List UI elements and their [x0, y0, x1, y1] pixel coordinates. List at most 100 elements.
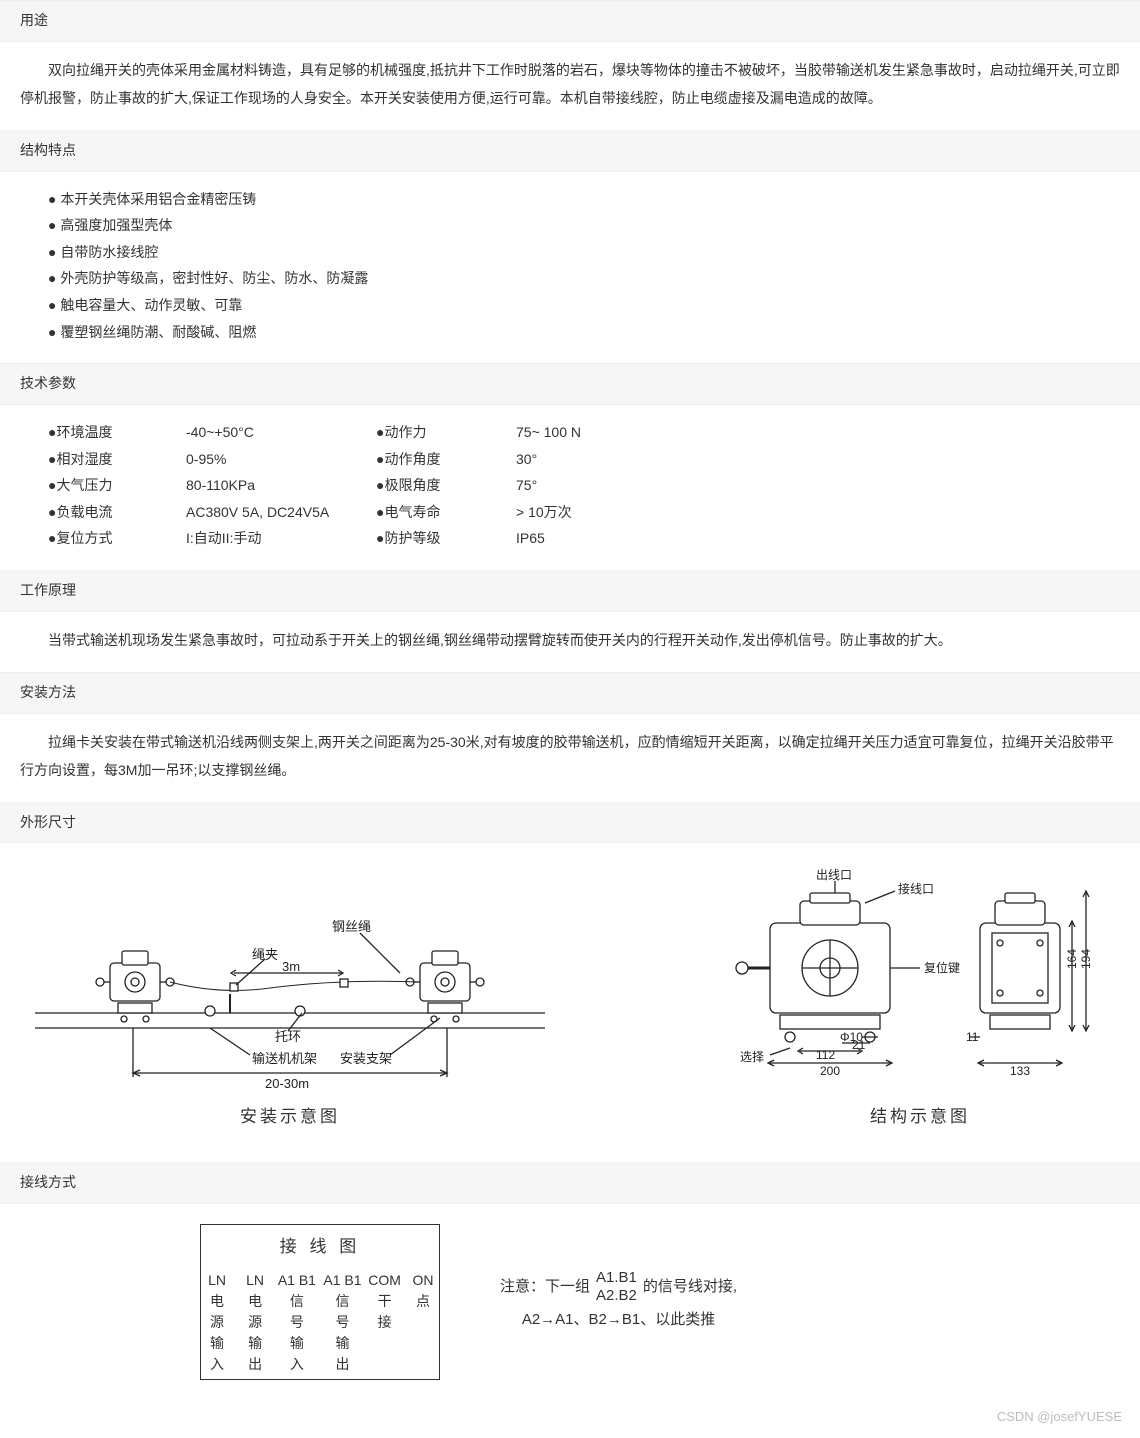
- dim-total: 200: [820, 1064, 840, 1078]
- spec-label: ●电气寿命: [376, 499, 516, 526]
- wiring-cell: 输: [239, 1333, 271, 1354]
- install-diagram-caption: 安装示意图: [20, 1103, 560, 1132]
- section-purpose-header: 用途: [0, 0, 1140, 42]
- label-outlet: 出线口: [816, 868, 852, 882]
- wiring-area: 接 线 图 LN 电 源 输 入 LN 电 源 输 出 A1 B1 信 号 输: [0, 1204, 1140, 1400]
- wiring-top: COM: [368, 1270, 401, 1291]
- feature-item: ● 高强度加强型壳体: [48, 212, 1120, 239]
- label-terminal: 接线口: [898, 881, 934, 896]
- wiring-note-line2: A2→A1、B2→B1、以此类推: [500, 1305, 737, 1335]
- feature-item: ● 自带防水接线腔: [48, 239, 1120, 266]
- wiring-cell: 点: [407, 1291, 439, 1312]
- install-diagram: 钢丝绳 绳夹 3m 托环 输送机机架 安装支架 20-30m 安装示意图: [20, 873, 560, 1132]
- spec-value: I:自动II:手动: [186, 525, 376, 552]
- wiring-box: 接 线 图 LN 电 源 输 入 LN 电 源 输 出 A1 B1 信 号 输: [200, 1224, 440, 1380]
- wiring-columns: LN 电 源 输 入 LN 电 源 输 出 A1 B1 信 号 输 入 A1: [201, 1270, 439, 1379]
- dim-diam: Φ10: [840, 1030, 863, 1044]
- wiring-cell: 输: [323, 1333, 363, 1354]
- spec-value: 80-110KPa: [186, 472, 376, 499]
- wiring-top: LN: [201, 1270, 233, 1291]
- wiring-cell: 出: [323, 1354, 363, 1375]
- spec-value: AC380V 5A, DC24V5A: [186, 499, 376, 526]
- wiring-note-line1: 注意：下一组 A1.B1 A2.B2 的信号线对接,: [500, 1269, 737, 1305]
- note-fraction: A1.B1 A2.B2: [596, 1269, 637, 1305]
- wiring-col: LN 电 源 输 入: [201, 1270, 233, 1375]
- install-text: 拉绳卡关安装在带式输送机沿线两侧支架上,两开关之间距离为25-30米,对有坡度的…: [0, 714, 1140, 802]
- dimension-diagrams: 钢丝绳 绳夹 3m 托环 输送机机架 安装支架 20-30m 安装示意图: [0, 843, 1140, 1162]
- note-frac-top: A1.B1: [596, 1269, 637, 1287]
- wiring-cell: 电: [239, 1291, 271, 1312]
- principle-text: 当带式输送机现场发生紧急事故时，可拉动系于开关上的钢丝绳,钢丝绳带动摆臂旋转而使…: [0, 612, 1140, 672]
- spec-label: ●复位方式: [48, 525, 186, 552]
- spec-value: 75°: [516, 472, 666, 499]
- spec-value: 0-95%: [186, 446, 376, 473]
- feature-item: ● 外壳防护等级高，密封性好、防尘、防水、防凝露: [48, 265, 1120, 292]
- wiring-cell: 干: [368, 1291, 401, 1312]
- wiring-cell: 信: [323, 1291, 363, 1312]
- wiring-cell: 输: [277, 1333, 317, 1354]
- section-install-header: 安装方法: [0, 672, 1140, 714]
- wiring-cell: 电: [201, 1291, 233, 1312]
- wiring-col: LN 电 源 输 出: [239, 1270, 271, 1375]
- spec-label: ●极限角度: [376, 472, 516, 499]
- feature-item: ● 本开关壳体采用铝合金精密压铸: [48, 186, 1120, 213]
- label-wire: 钢丝绳: [332, 919, 371, 934]
- wiring-cell: 源: [201, 1312, 233, 1333]
- dim-rtiny: 11: [966, 1030, 979, 1044]
- wiring-top: LN: [239, 1270, 271, 1291]
- wiring-cell: 接: [368, 1312, 401, 1333]
- specs-right-values: 75~ 100 N 30° 75° > 10万次 IP65: [516, 419, 666, 552]
- specs-left-values: -40~+50°C 0-95% 80-110KPa AC380V 5A, DC2…: [186, 419, 376, 552]
- section-principle-header: 工作原理: [0, 570, 1140, 612]
- section-dimensions-header: 外形尺寸: [0, 802, 1140, 844]
- watermark: CSDN @josefYUESE: [0, 1400, 1140, 1438]
- wiring-top: A1 B1: [323, 1270, 363, 1291]
- note-frac-bot: A2.B2: [596, 1287, 637, 1305]
- note-prefix: 注意：下一组: [500, 1272, 590, 1302]
- wiring-cell: 号: [277, 1312, 317, 1333]
- spec-label: ●动作角度: [376, 446, 516, 473]
- wiring-notes: 注意：下一组 A1.B1 A2.B2 的信号线对接, A2→A1、B2→B1、以…: [500, 1269, 737, 1335]
- label-reset: 复位键: [924, 960, 960, 975]
- spec-value: 75~ 100 N: [516, 419, 666, 446]
- wiring-col: ON 点: [407, 1270, 439, 1375]
- spec-value: 30°: [516, 446, 666, 473]
- feature-item: ● 触电容量大、动作灵敏、可靠: [48, 292, 1120, 319]
- wiring-top: ON: [407, 1270, 439, 1291]
- dim-h1: 164: [1065, 949, 1079, 969]
- dim-h2: 194: [1079, 949, 1093, 969]
- purpose-text: 双向拉绳开关的壳体采用金属材料铸造，具有足够的机械强度,抵抗井下工作时脱落的岩石…: [0, 42, 1140, 130]
- wiring-title: 接 线 图: [201, 1233, 439, 1262]
- section-specs-header: 技术参数: [0, 363, 1140, 405]
- spec-value: > 10万次: [516, 499, 666, 526]
- wiring-cell: 号: [323, 1312, 363, 1333]
- specs-table: ●环境温度 ●相对湿度 ●大气压力 ●负载电流 ●复位方式 -40~+50°C …: [0, 405, 1140, 570]
- wiring-cell: 出: [239, 1354, 271, 1375]
- label-bracket: 安装支架: [340, 1051, 392, 1066]
- label-ring: 托环: [275, 1029, 301, 1044]
- features-list: ● 本开关壳体采用铝合金精密压铸 ● 高强度加强型壳体 ● 自带防水接线腔 ● …: [0, 172, 1140, 364]
- spec-label: ●大气压力: [48, 472, 186, 499]
- section-features-header: 结构特点: [0, 130, 1140, 172]
- wiring-cell: 输: [201, 1333, 233, 1354]
- label-clamp: 绳夹: [252, 947, 278, 962]
- structure-diagram: 出线口 接线口 复位键 选择 21 Φ10 112 200 11 133 164…: [720, 863, 1120, 1132]
- spec-label: ●环境温度: [48, 419, 186, 446]
- feature-item: ● 覆塑钢丝绳防潮、耐酸碱、阻燃: [48, 319, 1120, 346]
- wiring-top: A1 B1: [277, 1270, 317, 1291]
- spec-label: ●相对湿度: [48, 446, 186, 473]
- section-wiring-header: 接线方式: [0, 1162, 1140, 1204]
- label-span-small: 3m: [282, 959, 300, 974]
- label-select: 选择: [740, 1050, 764, 1064]
- specs-right-labels: ●动作力 ●动作角度 ●极限角度 ●电气寿命 ●防护等级: [376, 419, 516, 552]
- specs-left-labels: ●环境温度 ●相对湿度 ●大气压力 ●负载电流 ●复位方式: [48, 419, 186, 552]
- spec-label: ●防护等级: [376, 525, 516, 552]
- label-frame: 输送机机架: [252, 1051, 317, 1066]
- wiring-col: A1 B1 信 号 输 出: [323, 1270, 363, 1375]
- wiring-cell: 入: [201, 1354, 233, 1375]
- wiring-cell: 信: [277, 1291, 317, 1312]
- note-suffix: 的信号线对接,: [643, 1272, 737, 1302]
- wiring-cell: 源: [239, 1312, 271, 1333]
- spec-value: -40~+50°C: [186, 419, 376, 446]
- dim-rw: 133: [1010, 1064, 1030, 1078]
